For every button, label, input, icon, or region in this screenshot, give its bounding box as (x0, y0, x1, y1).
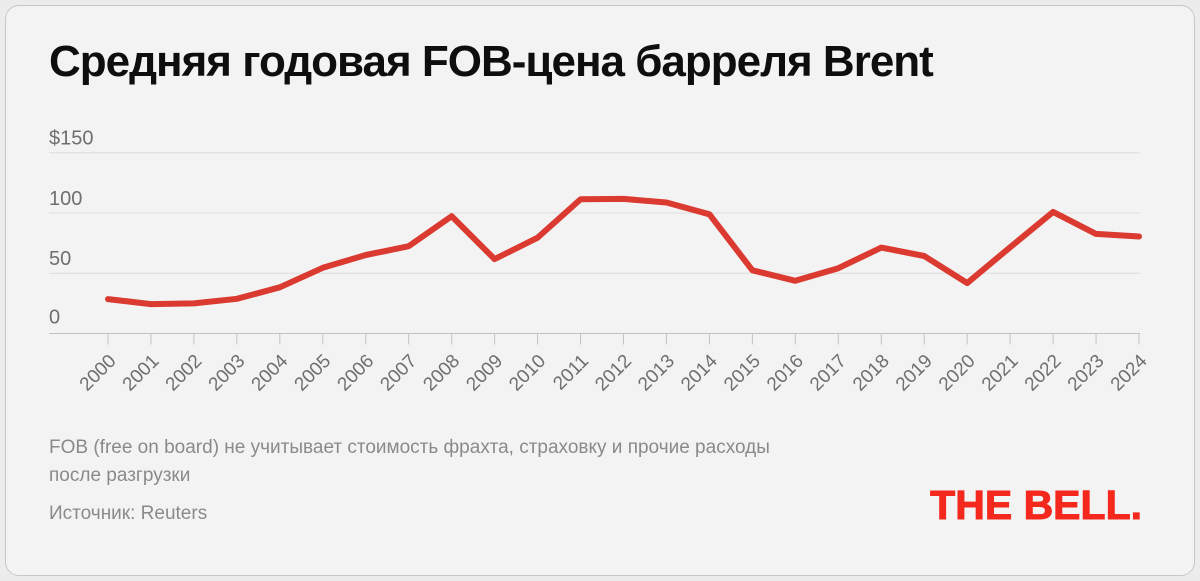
x-tick-label: 2024 (1107, 350, 1152, 395)
x-tick-label: 2002 (162, 351, 207, 396)
source-label: Источник: Reuters (49, 503, 208, 524)
x-tick-label: 2009 (462, 351, 507, 396)
x-tick-label: 2014 (677, 350, 722, 395)
x-tick-label: 2019 (892, 351, 937, 396)
x-tick-label: 2004 (248, 350, 293, 395)
x-tick-label: 2010 (505, 351, 550, 396)
x-tick-label: 2021 (978, 351, 1023, 396)
y-tick-label: 100 (49, 188, 82, 210)
y-tick-label: 50 (49, 248, 71, 270)
x-tick-label: 2008 (419, 351, 464, 396)
x-tick-label: 2007 (376, 351, 421, 396)
y-tick-label: $150 (49, 128, 94, 150)
x-tick-label: 2013 (634, 351, 679, 396)
x-tick-label: 2023 (1064, 351, 1109, 396)
chart-card: Средняя годовая FOB-цена барреля Brent 0… (5, 5, 1195, 576)
x-tick-label: 2020 (935, 351, 980, 396)
the-bell-logo: THE BELL. (930, 482, 1143, 529)
x-tick-label: 2012 (591, 351, 636, 396)
x-tick-label: 2000 (76, 351, 121, 396)
x-tick-label: 2005 (291, 351, 336, 396)
x-tick-label: 2003 (205, 351, 250, 396)
x-tick-label: 2015 (720, 351, 765, 396)
x-tick-label: 2011 (549, 351, 593, 395)
price-line (105, 195, 1142, 308)
chart-title: Средняя годовая FOB-цена барреля Brent (49, 37, 934, 86)
x-tick-label: 2018 (849, 351, 894, 396)
brent-price-line-chart: 050100$150200020012002200320042005200620… (49, 128, 1152, 396)
x-tick-label: 2001 (119, 351, 164, 396)
footnote-line-2: после разгрузки (49, 465, 191, 486)
footnote-line-1: FOB (free on board) не учитывает стоимос… (49, 437, 770, 458)
x-tick-label: 2016 (763, 351, 808, 396)
x-tick-label: 2022 (1021, 351, 1066, 396)
y-tick-label: 0 (49, 307, 60, 329)
x-tick-label: 2006 (334, 351, 379, 396)
footnote: FOB (free on board) не учитывает стоимос… (49, 434, 770, 490)
x-tick-label: 2017 (806, 351, 851, 396)
